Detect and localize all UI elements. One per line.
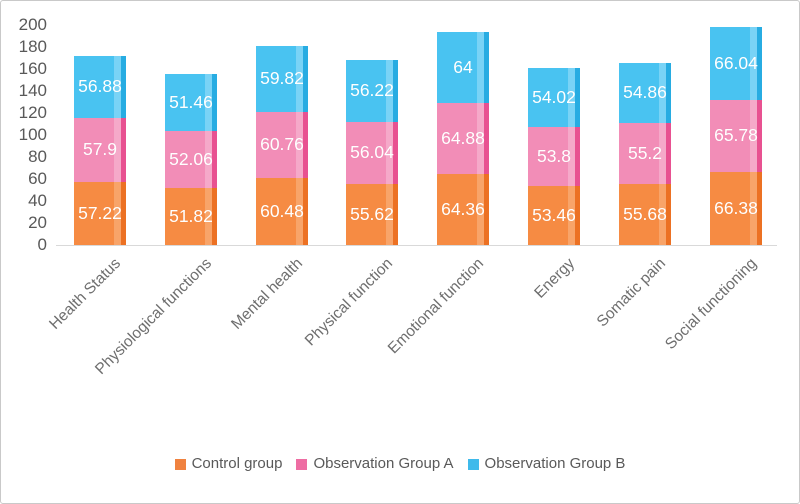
bar-emotional-function: 64.36 64.88 64 xyxy=(437,1,489,245)
legend-swatch-icon xyxy=(296,458,308,470)
data-label: 54.86 xyxy=(623,82,667,103)
x-tick-label: Energy xyxy=(531,255,579,302)
segment: 53.46 xyxy=(528,186,580,245)
data-label: 66.04 xyxy=(714,52,758,73)
segment: 51.46 xyxy=(165,74,217,131)
segment: 57.22 xyxy=(74,182,126,245)
segment: 56.88 xyxy=(74,55,126,119)
legend: Control group Observation Group A Observat… xyxy=(1,454,799,474)
bar-health-status: 57.22 57.9 56.88 xyxy=(74,1,126,245)
x-tick-label: Social functioning xyxy=(662,255,761,353)
segment: 52.06 xyxy=(165,130,217,188)
segment: 65.78 xyxy=(710,99,762,172)
y-tick-label: 180 xyxy=(18,37,47,56)
x-tick-label: Somatic pain xyxy=(593,255,670,331)
segment: 57.9 xyxy=(74,118,126,183)
segment: 56.04 xyxy=(346,122,398,184)
bar-physical-function: 55.62 56.04 56.22 xyxy=(346,1,398,245)
bar-physiological-functions: 51.82 52.06 51.46 xyxy=(165,1,217,245)
data-label: 53.8 xyxy=(536,145,572,166)
data-label: 59.82 xyxy=(260,67,304,88)
y-tick-label: 80 xyxy=(28,147,47,166)
data-label: 64.88 xyxy=(441,127,485,148)
segment: 66.38 xyxy=(710,171,762,245)
legend-item-observation-group-b: Observation Group B xyxy=(467,454,626,474)
y-tick-label: 0 xyxy=(37,235,47,254)
segment: 54.02 xyxy=(528,67,580,127)
data-label: 52.06 xyxy=(169,148,213,169)
legend-label: Control group xyxy=(191,455,283,472)
segment: 66.04 xyxy=(710,26,762,100)
data-label: 55.2 xyxy=(627,142,663,163)
data-label: 55.68 xyxy=(623,203,667,224)
x-tick-label: Physiological functions xyxy=(92,255,216,378)
legend-label: Observation Group B xyxy=(484,455,626,472)
y-tick-label: 100 xyxy=(18,125,47,144)
segment: 60.48 xyxy=(256,178,308,245)
data-label: 64 xyxy=(453,56,473,77)
segment: 55.62 xyxy=(346,183,398,245)
y-tick-label: 200 xyxy=(18,15,47,34)
data-label: 54.02 xyxy=(532,86,576,107)
y-tick-label: 60 xyxy=(28,169,47,188)
segment: 51.82 xyxy=(165,187,217,245)
x-tick-label: Mental health xyxy=(228,255,307,333)
segment: 60.76 xyxy=(256,111,308,179)
data-label: 51.82 xyxy=(169,205,213,226)
data-label: 66.38 xyxy=(714,197,758,218)
data-label: 55.62 xyxy=(350,203,394,224)
y-tick-label: 160 xyxy=(18,59,47,78)
segment: 64.88 xyxy=(437,102,489,175)
data-label: 60.76 xyxy=(260,134,304,155)
data-label: 56.22 xyxy=(350,80,394,101)
segment: 64.36 xyxy=(437,174,489,245)
segment: 55.68 xyxy=(619,183,671,245)
data-label: 57.9 xyxy=(82,139,118,160)
segment: 55.2 xyxy=(619,123,671,184)
bar-social-functioning: 66.38 65.78 66.04 xyxy=(710,1,762,245)
segment: 59.82 xyxy=(256,45,308,112)
x-tick-label: Physical function xyxy=(301,255,397,350)
data-label: 56.88 xyxy=(78,76,122,97)
segment: 56.22 xyxy=(346,60,398,123)
x-tick-label: Emotional function xyxy=(384,255,488,358)
data-label: 65.78 xyxy=(714,125,758,146)
segment: 64 xyxy=(437,32,489,103)
bar-mental-health: 60.48 60.76 59.82 xyxy=(256,1,308,245)
data-label: 53.46 xyxy=(532,204,576,225)
data-label: 64.36 xyxy=(441,198,485,219)
data-label: 56.04 xyxy=(350,142,394,163)
data-label: 51.46 xyxy=(169,91,213,112)
data-label: 57.22 xyxy=(78,202,122,223)
y-tick-label: 40 xyxy=(28,191,47,210)
data-label: 60.48 xyxy=(260,200,304,221)
legend-swatch-icon xyxy=(467,458,479,470)
legend-item-control-group: Control group xyxy=(174,454,283,474)
y-tick-label: 120 xyxy=(18,103,47,122)
legend-label: Observation Group A xyxy=(313,455,454,472)
y-tick-label: 140 xyxy=(18,81,47,100)
segment: 54.86 xyxy=(619,62,671,124)
bar-energy: 53.46 53.8 54.02 xyxy=(528,1,580,245)
segment: 53.8 xyxy=(528,127,580,187)
y-tick-label: 20 xyxy=(28,213,47,232)
bar-somatic-pain: 55.68 55.2 54.86 xyxy=(619,1,671,245)
x-axis-line xyxy=(56,245,777,246)
legend-item-observation-group-a: Observation Group A xyxy=(296,454,454,474)
legend-swatch-icon xyxy=(174,458,186,470)
